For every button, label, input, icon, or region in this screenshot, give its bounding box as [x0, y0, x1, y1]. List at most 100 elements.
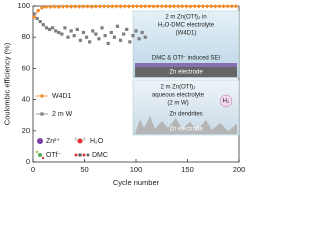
annotation: OTf⁻: [46, 152, 62, 159]
point: [60, 4, 66, 9]
point: [115, 24, 120, 28]
point: [143, 35, 147, 39]
point: [225, 4, 230, 9]
point: [105, 4, 111, 9]
point: [100, 26, 104, 30]
point: [64, 4, 70, 9]
point: [122, 32, 126, 36]
point: [50, 26, 55, 30]
annotation: 2 m Zn(OTf)₂ in: [165, 15, 206, 21]
point: [184, 4, 189, 9]
point: [131, 34, 135, 38]
x-tick-label: 100: [130, 165, 143, 174]
annotation: Zn²⁺: [46, 138, 61, 145]
annotation: H₂: [223, 99, 230, 105]
point: [93, 4, 99, 9]
point: [97, 4, 103, 9]
inset-top: [132, 10, 240, 79]
point: [188, 4, 193, 9]
legend-label: W4D1: [52, 93, 72, 100]
point: [112, 35, 116, 39]
point: [143, 4, 148, 9]
point: [229, 4, 234, 9]
point: [54, 29, 58, 33]
annotation: (W4D1): [176, 31, 197, 37]
point: [97, 37, 101, 41]
inset-bottom: [132, 79, 240, 136]
point: [176, 4, 181, 9]
point: [44, 4, 49, 9]
point: [35, 8, 41, 13]
point: [118, 38, 123, 42]
y-tick-label: 20: [22, 126, 30, 135]
point: [233, 4, 239, 9]
point: [41, 23, 45, 27]
point: [78, 38, 82, 42]
point: [56, 4, 61, 9]
x-tick-label: 0: [31, 165, 35, 174]
point: [137, 37, 141, 41]
point: [81, 4, 86, 9]
x-tick-label: 50: [80, 165, 88, 174]
point: [167, 4, 173, 9]
x-tick-label: 150: [181, 165, 194, 174]
point: [66, 35, 70, 39]
point: [60, 32, 64, 36]
point: [69, 29, 73, 33]
y-tick-label: 40: [22, 95, 30, 104]
point: [163, 4, 169, 9]
point: [126, 4, 131, 9]
point: [75, 27, 79, 31]
point: [77, 4, 82, 9]
point: [118, 4, 123, 9]
legend-marker: [40, 112, 44, 116]
point: [44, 26, 48, 30]
annotation: DMC: [92, 152, 108, 159]
point: [109, 30, 113, 35]
y-axis-label: Coulombic efficiency (%): [3, 42, 12, 125]
point: [122, 4, 127, 9]
point: [106, 41, 110, 46]
species-icons: [35, 137, 90, 160]
annotation: DMC & OTf⁻ induced SEI: [152, 56, 221, 62]
point: [63, 26, 67, 30]
annotation: H₂O: [90, 138, 104, 145]
point: [114, 4, 119, 9]
point: [159, 4, 164, 9]
point: [31, 14, 37, 20]
point: [171, 4, 177, 9]
x-tick-label: 200: [233, 165, 246, 174]
point: [89, 4, 94, 9]
chart: Coulombic efficiency (%) Cycle number 0 2…: [3, 1, 246, 187]
point: [180, 4, 185, 9]
point: [32, 12, 36, 16]
y-tick-label: 0: [26, 157, 30, 166]
point: [48, 4, 53, 9]
point: [134, 29, 138, 33]
point: [68, 4, 74, 9]
point: [147, 4, 152, 9]
point: [103, 34, 107, 38]
point: [85, 4, 90, 9]
point: [213, 4, 218, 9]
annotation: 2 m Zn(OTf)₂: [161, 85, 197, 91]
point: [208, 4, 214, 9]
point: [221, 4, 226, 9]
point: [94, 32, 98, 36]
point: [110, 4, 115, 9]
point: [91, 29, 95, 33]
point: [138, 4, 144, 9]
point: [128, 40, 132, 44]
point: [134, 4, 140, 9]
point: [73, 4, 78, 9]
point: [200, 4, 206, 9]
point: [57, 30, 61, 35]
point: [151, 4, 156, 9]
point: [47, 27, 52, 31]
point: [72, 34, 76, 38]
point: [81, 30, 86, 35]
annotation: aqueous electrolyte: [152, 93, 205, 99]
point: [52, 4, 57, 9]
point: [196, 4, 202, 9]
x-axis-label: Cycle number: [113, 178, 160, 187]
